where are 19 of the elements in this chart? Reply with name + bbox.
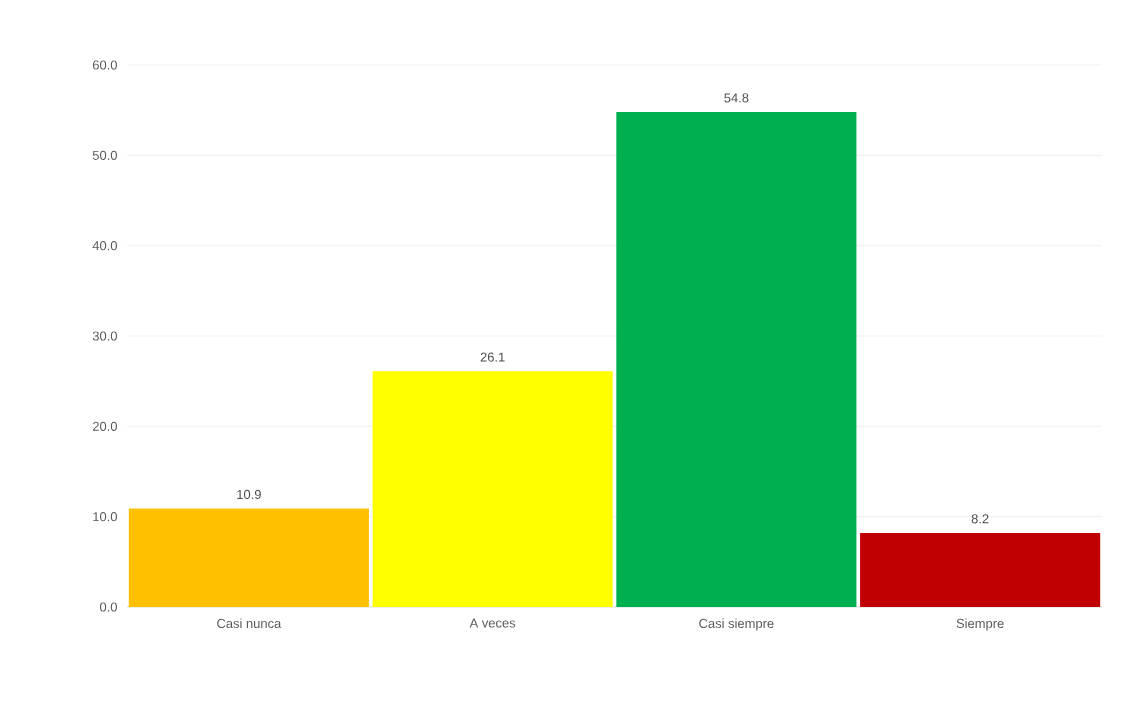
y-tick-label: 10.0 xyxy=(93,512,117,522)
data-label: 8.2 xyxy=(971,514,989,524)
y-tick-label: 30.0 xyxy=(92,331,117,341)
x-tick-label: Casi nunca xyxy=(217,618,282,629)
bar xyxy=(860,532,1101,607)
y-tick-label: 0.0 xyxy=(99,602,117,612)
data-label: 54.8 xyxy=(724,93,749,103)
bar xyxy=(616,111,857,607)
bar xyxy=(372,371,613,607)
data-label: 26.1 xyxy=(480,352,505,362)
x-tick-label: Casi siempre xyxy=(699,618,774,631)
x-tick-label: A veces xyxy=(469,618,516,628)
data-label: 10.9 xyxy=(237,489,261,500)
x-tick-label: Siempre xyxy=(956,618,1004,631)
y-tick-label: 20.0 xyxy=(92,421,117,431)
y-tick-label: 50.0 xyxy=(92,150,117,160)
bar xyxy=(128,508,369,607)
y-tick-label: 40.0 xyxy=(92,241,117,251)
y-tick-label: 60.0 xyxy=(92,60,117,70)
